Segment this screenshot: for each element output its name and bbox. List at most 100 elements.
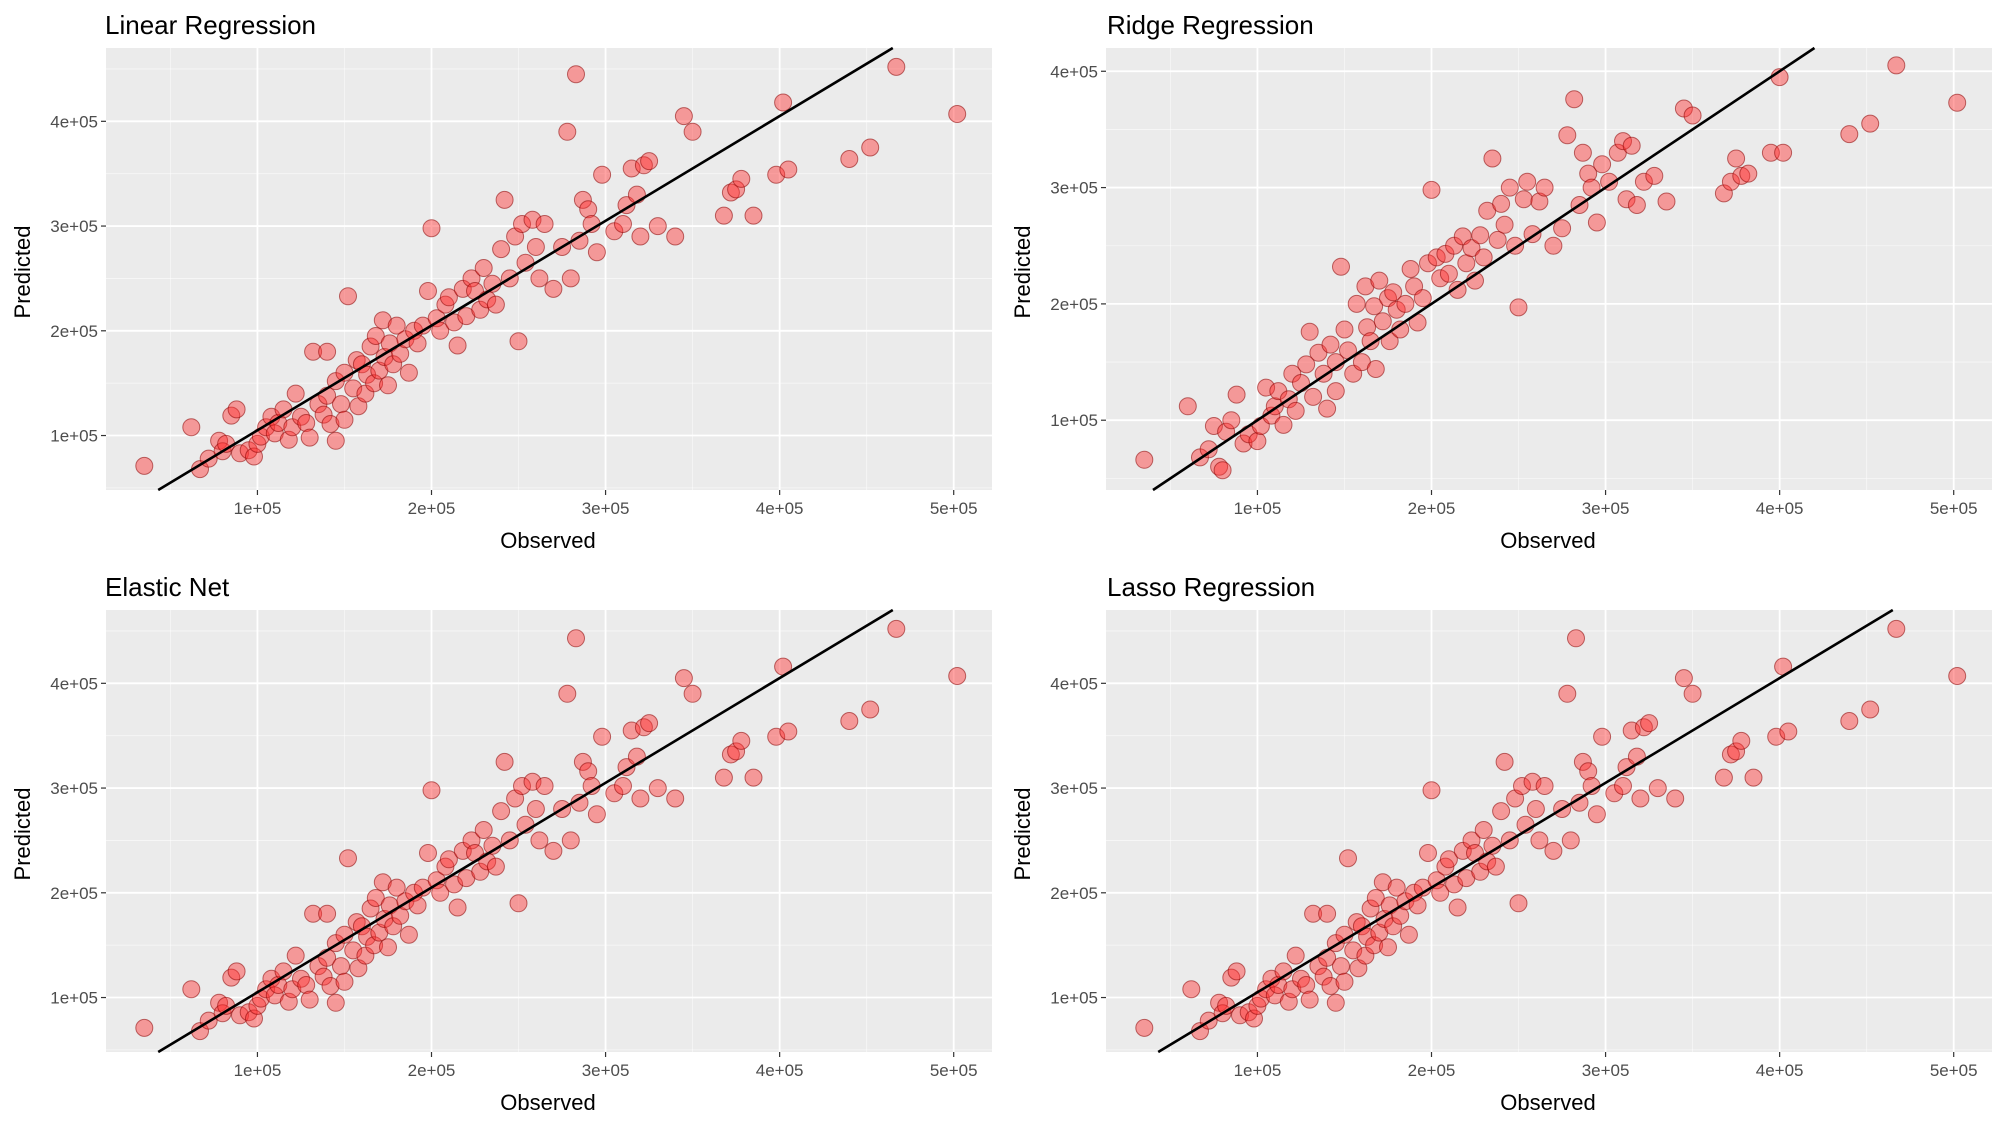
scatter-point (721, 745, 740, 764)
scatter-point (339, 849, 357, 868)
scatter-point (339, 287, 357, 306)
scatter-point (1396, 294, 1415, 313)
scatter-point (422, 219, 441, 238)
scatter-point (1558, 684, 1577, 703)
scatter-point (1439, 264, 1458, 283)
scatter-point (1727, 149, 1746, 168)
scatter-point (1530, 192, 1549, 211)
scatter-point (1721, 172, 1740, 191)
scatter-point (861, 138, 880, 157)
scatter-plot-elastic-net: Elastic Net 1e+05 2e+05 3e+05 4e+05 5e+05 1e… (10, 572, 992, 1115)
chart-title: Elastic Net (105, 572, 230, 602)
x-tick-label: 4e+05 (1756, 499, 1804, 518)
scatter-point (666, 227, 685, 246)
scatter-point (1683, 684, 1702, 703)
scatter-point (1370, 271, 1389, 290)
scatter-point (1573, 143, 1592, 162)
scatter-point (530, 269, 549, 288)
scatter-point (1321, 335, 1340, 354)
scatter-point (1304, 904, 1323, 923)
x-tick-label: 3e+05 (1582, 1061, 1630, 1080)
x-tick-label: 1e+05 (234, 1061, 282, 1080)
scatter-point (579, 200, 598, 219)
scatter-point (366, 889, 385, 907)
scatter-point (1683, 106, 1702, 125)
scatter-point (1666, 789, 1685, 808)
scatter-point (1419, 254, 1437, 273)
scatter-point (1631, 789, 1650, 808)
scatter-point (1579, 164, 1598, 183)
scatter-point (1347, 294, 1366, 313)
scatter-point (593, 165, 612, 184)
chart-panel-linear-regression: Linear Regression 1e+05 2e+05 3e+05 4e+05 5e… (0, 0, 1000, 562)
scatter-point (1314, 967, 1333, 986)
scatter-point (1422, 781, 1441, 800)
scatter-point (1257, 378, 1276, 397)
scatter-point (335, 972, 354, 991)
y-tick-label: 1e+05 (50, 989, 98, 1008)
scatter-point (1587, 213, 1606, 232)
scatter-point (544, 279, 563, 298)
scatter-point (439, 850, 458, 869)
scatter-point (727, 180, 746, 199)
scatter-point (1614, 777, 1632, 795)
scatter-point (335, 410, 354, 429)
x-tick-label: 2e+05 (408, 499, 456, 518)
scatter-point (1199, 440, 1218, 459)
scatter-point (744, 768, 763, 787)
scatter-point (1530, 831, 1549, 850)
scatter-point (1365, 297, 1384, 316)
scatter-point (1321, 977, 1340, 995)
scatter-point (300, 990, 319, 1009)
scatter-point (526, 800, 545, 818)
scatter-point (1887, 619, 1906, 638)
y-tick-label: 4e+05 (50, 674, 98, 693)
scatter-point (767, 727, 786, 746)
scatter-point (321, 415, 340, 433)
scatter-point (1227, 962, 1246, 981)
scatter-point (474, 821, 493, 839)
x-tick-label: 5e+05 (930, 1061, 978, 1080)
scatter-point (492, 802, 511, 821)
scatter-point (1645, 166, 1664, 185)
scatter-point (486, 295, 505, 314)
scatter-point (1227, 385, 1246, 404)
scatter-point (1332, 257, 1350, 276)
scatter-point (314, 967, 333, 986)
scatter-point (1387, 300, 1406, 319)
scatter-point (1488, 230, 1507, 249)
y-tick-label: 2e+05 (50, 884, 98, 903)
scatter-point (535, 215, 554, 233)
scatter-point (1178, 397, 1197, 416)
plot-background (106, 610, 992, 1052)
scatter-point (492, 240, 511, 259)
scatter-plot-lasso-regression: Lasso Regression 1e+05 2e+05 3e+05 4e+05 5e+… (1010, 572, 1992, 1115)
scatter-point (544, 841, 563, 860)
scatter-point (297, 414, 316, 432)
scatter-point (523, 772, 542, 791)
scatter-point (1431, 883, 1450, 902)
scatter-point (1627, 196, 1646, 214)
scatter-point (774, 93, 793, 112)
scatter-point (361, 337, 380, 356)
scatter-point (840, 712, 859, 730)
scatter-point (1431, 269, 1450, 288)
scatter-point (1318, 904, 1337, 923)
scatter-point (135, 1018, 154, 1037)
scatter-plot-ridge-regression: Ridge Regression 1e+05 2e+05 3e+05 4e+05 5e+… (1010, 10, 1992, 553)
scatter-point (318, 904, 337, 923)
scatter-point (1587, 805, 1606, 824)
scatter-point (399, 925, 418, 944)
y-tick-label: 4e+05 (50, 112, 98, 131)
scatter-point (674, 669, 693, 688)
x-tick-label: 4e+05 (756, 499, 804, 518)
reference-line (157, 46, 894, 492)
scatter-point (1213, 461, 1232, 480)
scatter-point (1300, 322, 1319, 341)
scatter-point (1600, 172, 1619, 191)
scatter-point (1335, 320, 1354, 339)
scatter-point (1366, 889, 1385, 907)
scatter-point (1518, 172, 1537, 191)
scatter-point (1714, 768, 1733, 787)
scatter-point (286, 384, 305, 403)
